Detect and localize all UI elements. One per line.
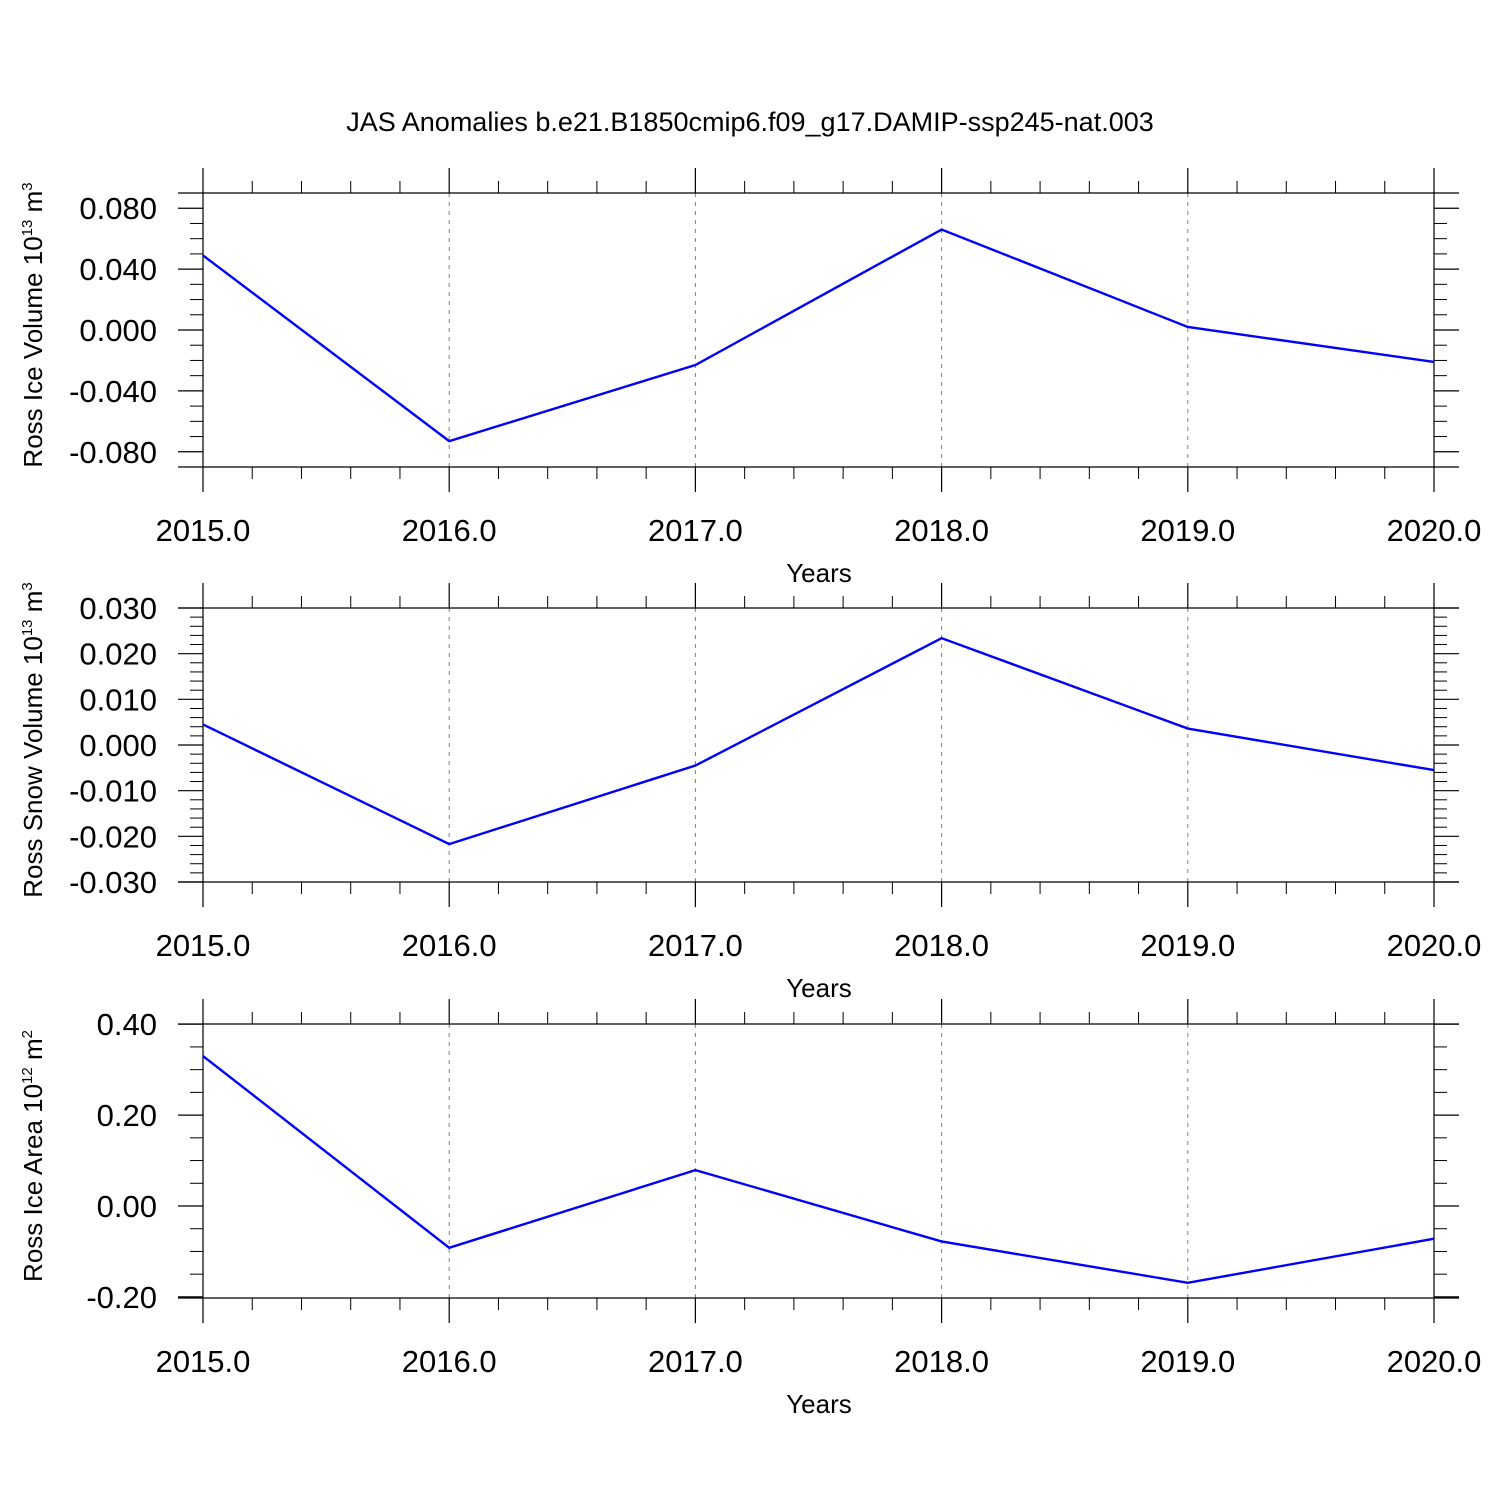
panel-1: 0.080 0.040 0.000 -0.040 -0.080 2015.0 2016.0 2… [18,168,1481,588]
y-axis-title-superscript: 12 [19,1067,36,1084]
y-tick-label: 0.020 [79,637,157,672]
x-axis-title: Years [786,558,852,588]
y-tick-label: 0.000 [79,728,157,763]
y-tick-label: -0.080 [69,435,157,470]
y-tick-label: 0.010 [79,682,157,717]
x-tick-label: 2017.0 [648,513,743,548]
y-tick-label: -0.040 [69,374,157,409]
y-axis-title-superscript: 13 [19,220,36,237]
y-tick-label: 0.080 [79,191,157,226]
y-axis-title: Ross Ice Area 1012 m2 [18,1030,48,1282]
y-tick-label: -0.010 [69,774,157,809]
y-tick-label: 0.00 [97,1189,157,1224]
x-tick-label: 2018.0 [894,1344,989,1379]
x-tick-label: 2020.0 [1387,928,1482,963]
x-tick-label: 2015.0 [156,928,251,963]
x-tick-label: 2019.0 [1140,1344,1235,1379]
x-tick-label: 2019.0 [1140,928,1235,963]
x-tick-label: 2020.0 [1387,1344,1482,1379]
y-axis-title-part: Ross Snow Volume 10 [18,636,48,898]
y-tick-label: -0.030 [69,865,157,900]
y-axis-title-superscript: 3 [19,582,36,590]
panels: 0.080 0.040 0.000 -0.040 -0.080 2015.0 2016.0 2… [18,168,1481,1419]
y-axis-title: Ross Ice Volume 1013 m3 [18,182,48,467]
series-line [202,1055,1435,1285]
x-tick-label: 2015.0 [156,513,251,548]
panel-2: 0.030 0.020 0.010 0.000 -0.010 -0.020 -0.030 20… [18,582,1481,1003]
y-axis-title-superscript: 3 [19,182,36,190]
x-tick-label: 2015.0 [156,1344,251,1379]
y-axis-title-part: m [18,191,48,220]
x-tick-label: 2017.0 [648,928,743,963]
y-axis-title-part: m [18,1038,48,1067]
y-tick-label: 0.040 [79,252,157,287]
y-axis-title: Ross Snow Volume 1013 m3 [18,582,48,898]
y-tick-label: -0.020 [69,819,157,854]
y-tick-label: -0.20 [86,1280,157,1315]
series-line [202,228,1435,443]
y-axis-title-superscript: 13 [19,619,36,636]
x-axis-title: Years [786,973,852,1003]
x-tick-label: 2018.0 [894,928,989,963]
x-tick-label: 2020.0 [1387,513,1482,548]
x-tick-label: 2019.0 [1140,513,1235,548]
panel-3: 0.40 0.20 0.00 -0.20 2015.0 2016.0 2017.0 2018.… [18,999,1481,1419]
y-tick-label: 0.40 [97,1007,157,1042]
x-tick-label: 2016.0 [402,1344,497,1379]
x-tick-label: 2016.0 [402,928,497,963]
y-axis-title-part: Ross Ice Volume 10 [18,236,48,467]
y-tick-label: 0.20 [97,1098,157,1133]
x-tick-label: 2016.0 [402,513,497,548]
x-axis-title: Years [786,1389,852,1419]
y-axis-title-superscript: 2 [19,1030,36,1038]
x-tick-label: 2018.0 [894,513,989,548]
figure-title: JAS Anomalies b.e21.B1850cmip6.f09_g17.D… [346,107,1154,137]
y-axis-title-part: m [18,591,48,620]
y-tick-label: 0.030 [79,591,157,626]
y-axis-title-part: Ross Ice Area 10 [18,1084,48,1282]
series-line [202,636,1435,846]
y-tick-label: 0.000 [79,313,157,348]
x-tick-label: 2017.0 [648,1344,743,1379]
